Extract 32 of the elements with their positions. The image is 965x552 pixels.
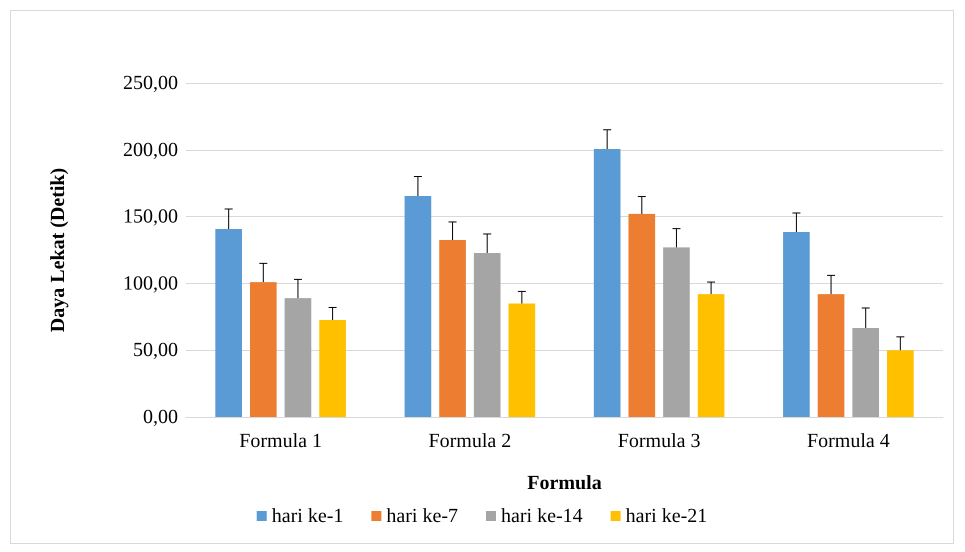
legend-label: hari ke-7	[386, 505, 458, 527]
legend-label: hari ke-21	[626, 505, 708, 527]
x-tick-label: Formula 1	[239, 430, 322, 452]
y-tick-label: 100,00	[123, 272, 178, 294]
y-tick-label: 50,00	[133, 339, 178, 362]
bar	[698, 294, 724, 417]
x-tick-label: Formula 2	[428, 430, 512, 452]
bar	[508, 303, 536, 417]
x-tick-label: Formula 4	[806, 430, 890, 452]
bar	[474, 252, 501, 417]
bar	[594, 149, 620, 417]
y-tick-label: 0,00	[143, 406, 178, 428]
bar	[628, 214, 656, 417]
bar	[284, 298, 312, 417]
legend-label: hari ke-14	[501, 505, 583, 527]
bar	[663, 247, 690, 417]
x-tick-label: Formula 3	[618, 430, 701, 452]
bar	[319, 320, 346, 417]
legend-label: hari ke-1	[272, 505, 344, 527]
bar	[887, 350, 914, 417]
x-axis-title: Formula	[527, 472, 602, 494]
bar	[215, 229, 242, 417]
bar	[439, 240, 466, 417]
y-tick-label: 150,00	[123, 206, 178, 228]
y-axis-title: Daya Lekat (Detik)	[47, 168, 69, 332]
bar	[818, 294, 844, 417]
bar	[783, 232, 810, 417]
bar	[250, 282, 277, 417]
y-tick-label: 250,00	[123, 72, 178, 94]
bar	[404, 196, 432, 417]
bar	[852, 328, 880, 417]
y-tick-label: 200,00	[123, 138, 178, 161]
